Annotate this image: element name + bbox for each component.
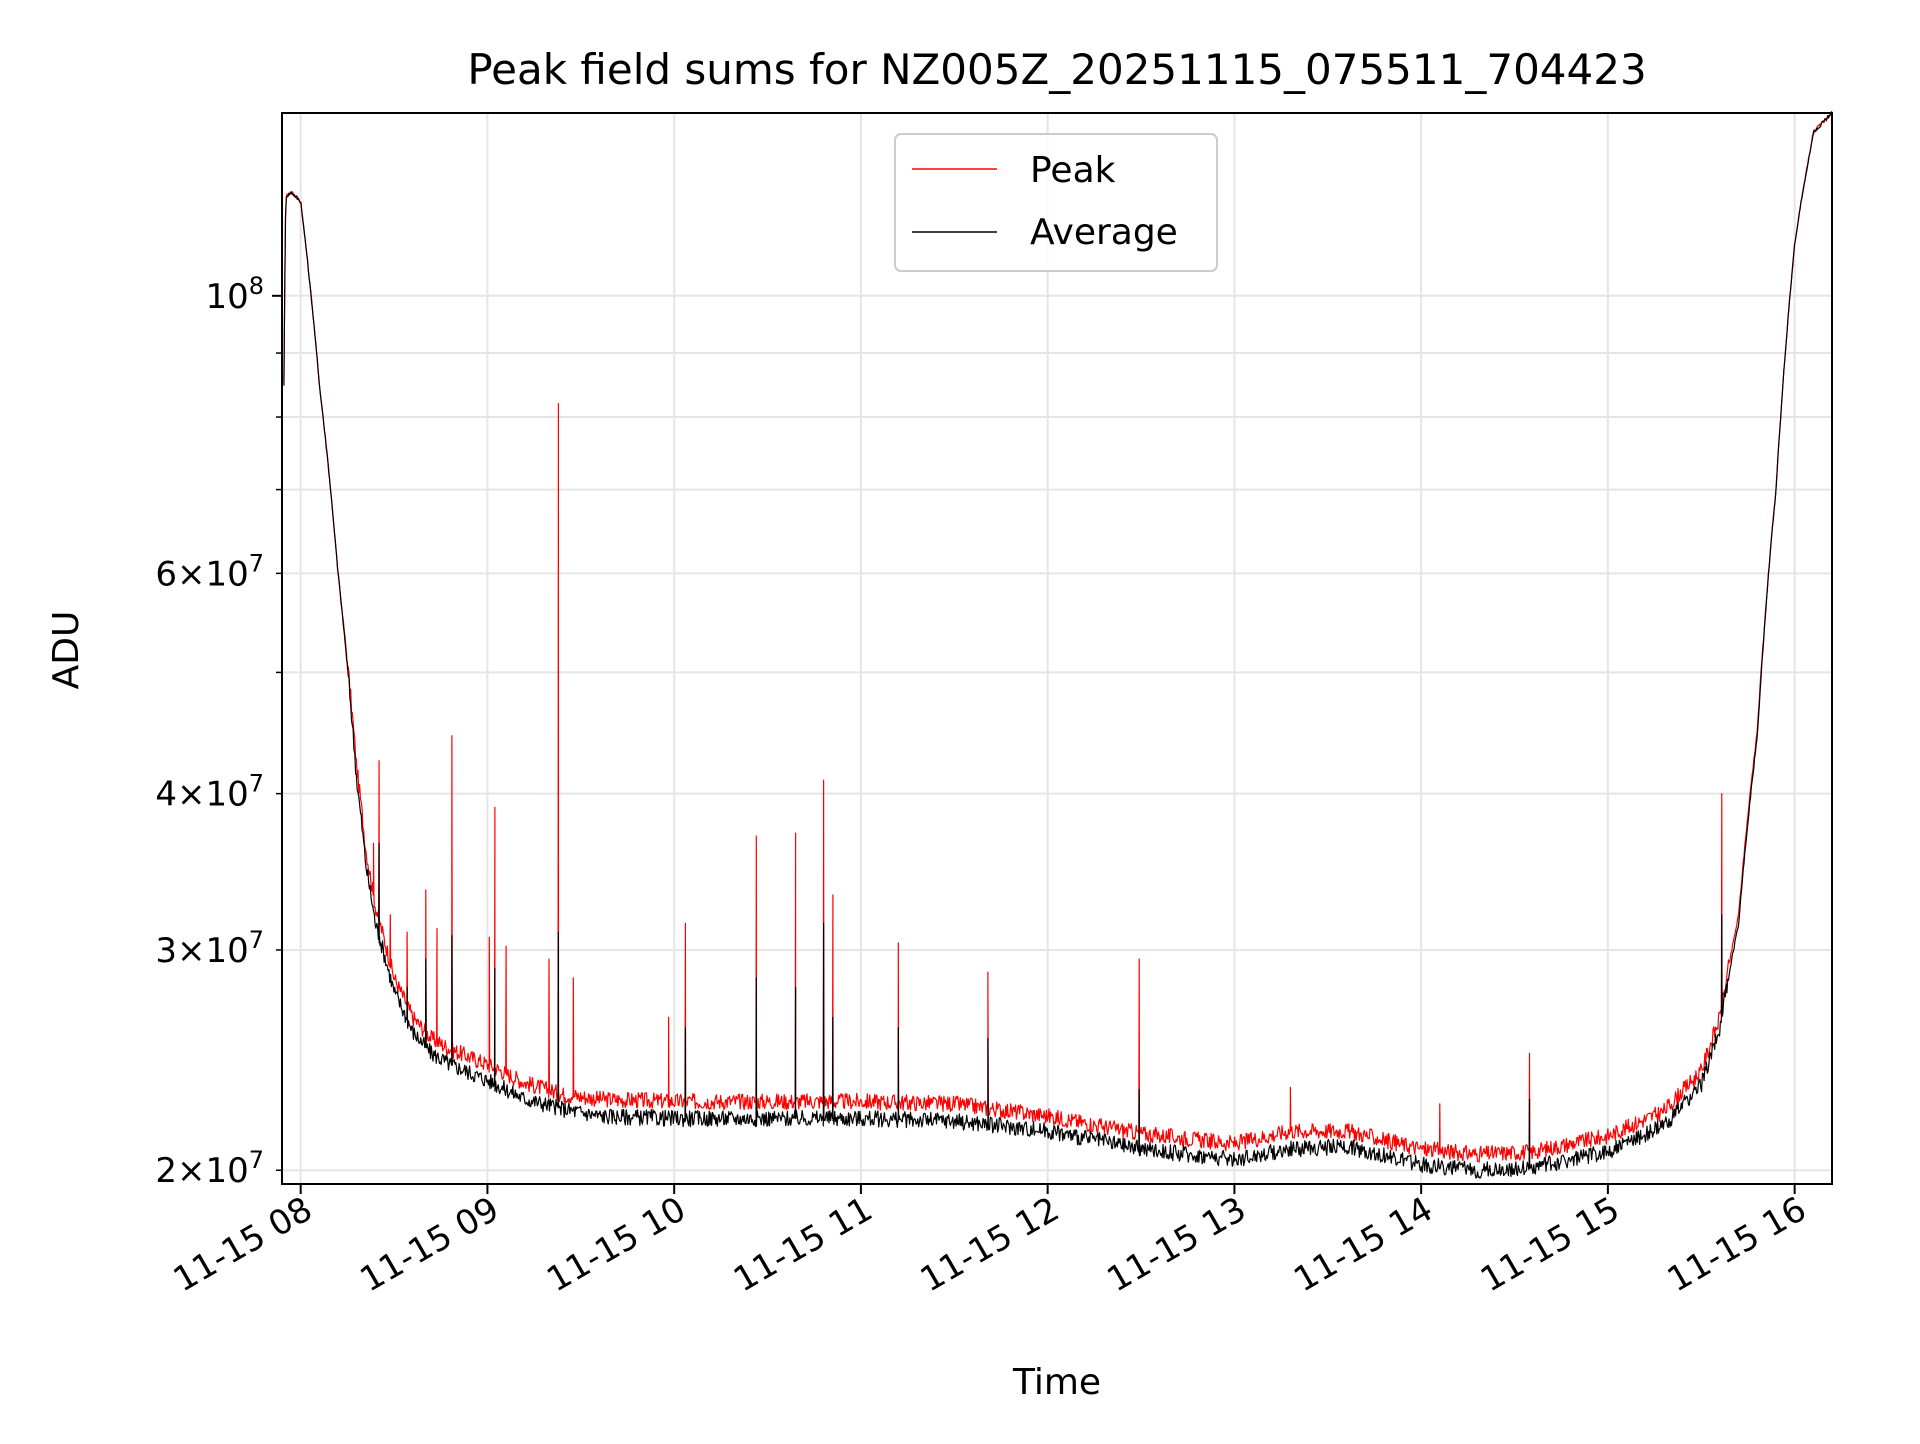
y-minor-tick-label: 4×107 — [155, 770, 264, 815]
y-major-tick-label: 108 — [205, 272, 264, 317]
series-line-peak — [283, 110, 1833, 1163]
legend-label-peak: Peak — [1030, 150, 1116, 191]
legend-label-average: Average — [1030, 212, 1178, 253]
y-minor-tick-label: 2×107 — [155, 1146, 264, 1191]
y-axis-label: ADU — [46, 611, 87, 690]
chart-title: Peak field sums for NZ005Z_20251115_0755… — [467, 45, 1646, 94]
y-axis: 108 2×107 3×107 4×107 6×107 — [155, 272, 282, 1191]
grid — [282, 113, 1832, 1184]
legend: Peak Average — [894, 133, 1218, 272]
plot-area — [283, 110, 1833, 1179]
x-axis-label: Time — [1012, 1362, 1101, 1403]
series-line-average — [283, 111, 1833, 1179]
plot-frame — [281, 112, 1833, 1185]
y-minor-tick-label: 6×107 — [155, 549, 264, 594]
y-minor-tick-label: 3×107 — [155, 926, 264, 971]
